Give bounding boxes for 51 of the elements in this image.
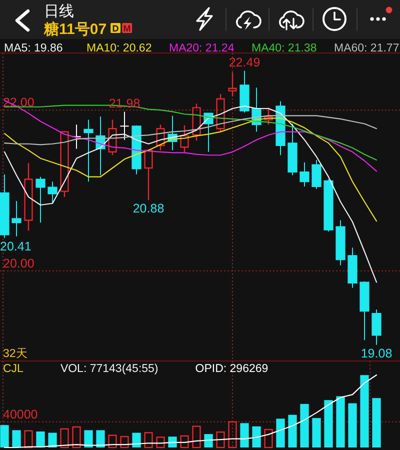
- text: MA60: 21.77: [334, 42, 400, 54]
- annotation: 32天: [3, 347, 28, 360]
- bar: [228, 421, 237, 448]
- bar: [372, 398, 381, 448]
- bar: [84, 430, 93, 448]
- y-tick-label: 20.00: [3, 256, 34, 270]
- bar: [300, 404, 309, 448]
- bar: [132, 432, 141, 448]
- chart-subtitle: 糖11号07: [43, 21, 107, 38]
- bar: [36, 431, 45, 448]
- bar: [264, 428, 273, 448]
- annotation: 20.88: [132, 202, 164, 216]
- chart-title: 日线: [44, 3, 74, 20]
- bar: [0, 425, 9, 448]
- text: M: [123, 23, 131, 34]
- bar: [360, 375, 369, 448]
- annotation: 20.41: [0, 239, 32, 254]
- bar: [216, 431, 225, 448]
- bar: [276, 418, 285, 448]
- chart-title: CJL: [3, 363, 24, 375]
- bar: [48, 432, 57, 448]
- y-tick-label: 40000: [3, 407, 38, 422]
- text: MA20: 21.24: [169, 42, 235, 54]
- annotation: VOL: 77143(45:55): [60, 363, 158, 375]
- annotation: 22.49: [228, 56, 260, 70]
- text: OPID: 296269: [195, 363, 268, 375]
- bar: [348, 403, 357, 448]
- text: MA40: 21.38: [252, 42, 317, 54]
- bar: [324, 400, 333, 448]
- bar: [336, 396, 345, 448]
- bar: [192, 426, 201, 448]
- text: D: [112, 23, 120, 34]
- bar: [120, 436, 129, 448]
- bar: [240, 423, 249, 448]
- bar: [252, 426, 261, 448]
- bar: [288, 414, 297, 448]
- bar: [108, 434, 117, 448]
- bar: [72, 426, 81, 448]
- bar: [168, 436, 177, 448]
- bar: [96, 430, 105, 448]
- bar: [144, 432, 153, 448]
- annotation: 19.08: [360, 346, 392, 360]
- bar: [180, 435, 189, 448]
- text: MA10: 20.62: [86, 42, 152, 54]
- bar: [312, 418, 321, 448]
- bar: [24, 430, 33, 448]
- legend-label: MA5: 19.86: [4, 42, 63, 54]
- bar: [156, 436, 165, 448]
- bar: [60, 428, 69, 448]
- bar: [204, 434, 213, 448]
- bar: [12, 430, 21, 448]
